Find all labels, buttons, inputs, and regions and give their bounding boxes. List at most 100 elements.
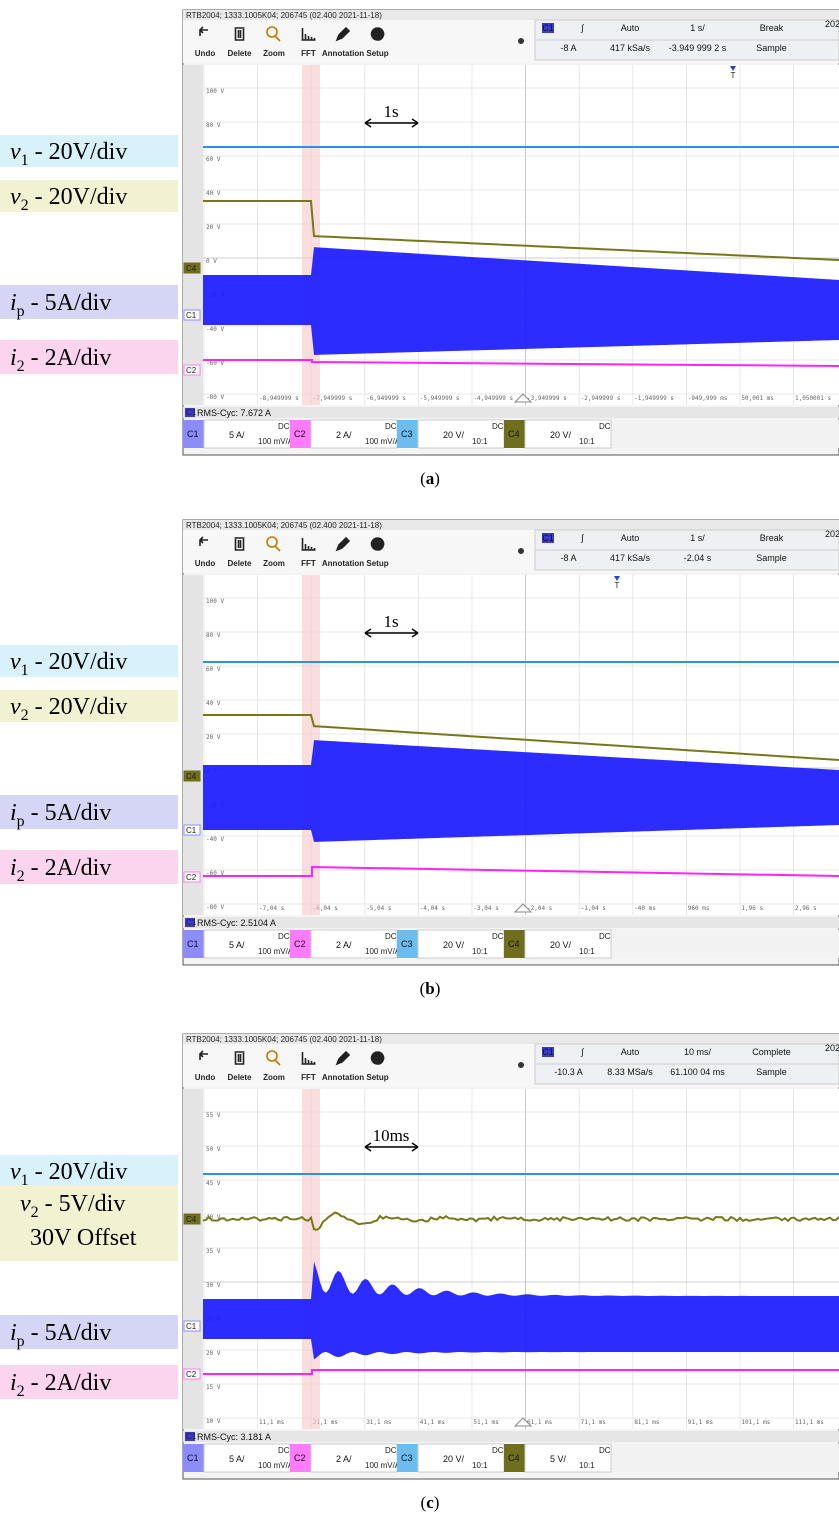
label-text: - 5A/div <box>25 800 112 826</box>
channel-name: C4 <box>508 939 520 949</box>
signal-label: i2 - 2A/div <box>10 1370 111 1400</box>
trigger-label: T <box>615 581 620 590</box>
toolbar-label: Setup <box>366 49 388 58</box>
label-text: - 2A/div <box>25 855 112 881</box>
status-cell: -10.3 A <box>554 1067 583 1077</box>
toolbar-label: FFT <box>301 1073 316 1082</box>
x-axis-label: 2,96 s <box>795 905 817 912</box>
channel-coupling: DC <box>278 932 290 941</box>
status-cell: 1 s/ <box>690 23 705 33</box>
channel-name: C2 <box>294 939 306 949</box>
status-cell: Sample <box>756 1067 787 1077</box>
status-cell: 202 <box>825 529 839 539</box>
status-cell: C1 <box>542 1047 554 1057</box>
caption: (b) <box>420 979 441 998</box>
channel-probe: 10:1 <box>579 437 595 446</box>
caption: (c) <box>421 1493 440 1512</box>
label-text: - 2A/div <box>25 1370 112 1396</box>
channel-probe: 10:1 <box>472 947 488 956</box>
y-axis-label: -40 V <box>206 326 224 333</box>
measurement-bar <box>183 917 839 928</box>
channel-name: C1 <box>187 429 199 439</box>
annotation-text: 10ms <box>373 1126 410 1145</box>
status-cell: -8 A <box>560 553 576 563</box>
x-axis-label: 960 ms <box>688 905 710 912</box>
toolbar-icon <box>372 538 384 550</box>
x-axis-label: 41,1 ms <box>420 1419 446 1426</box>
label-text: - 5V/div <box>39 1191 126 1217</box>
label-text: - 20V/div <box>29 139 128 165</box>
x-axis-label: -6,949999 s <box>366 395 406 402</box>
toolbar-label: Zoom <box>263 559 285 568</box>
symbol: v <box>10 649 21 675</box>
y-axis-label: 15 V <box>206 1384 221 1391</box>
status-cell: Sample <box>756 43 787 53</box>
toolbar-label: Annotation <box>322 559 364 568</box>
subscript: 2 <box>17 358 25 375</box>
status-cell: Break <box>760 23 784 33</box>
channel-coupling: DC <box>385 1446 397 1455</box>
x-axis-label: 51,1 ms <box>473 1419 499 1426</box>
channel-marker-label: C1 <box>186 826 197 835</box>
channel-marker-label: C1 <box>186 1322 197 1331</box>
channel-scale: 2 A/ <box>336 430 352 440</box>
channel-name: C4 <box>508 1453 520 1463</box>
status-cell: -8 A <box>560 43 576 53</box>
measurement-bar <box>183 407 839 418</box>
x-axis-label: 61,1 ms <box>527 1419 553 1426</box>
x-axis-label: -7,04 s <box>259 905 285 912</box>
y-axis-label: 20 V <box>206 734 221 741</box>
channel-probe: 100 mV/A <box>258 437 294 446</box>
x-axis-label: 91,1 ms <box>688 1419 714 1426</box>
x-axis-label: -2,949999 s <box>581 395 621 402</box>
channel-coupling: DC <box>278 1446 290 1455</box>
channel-probe: 10:1 <box>472 437 488 446</box>
symbol: i <box>10 1370 17 1396</box>
header-text: RTB2004; 1333.1005K04; 206745 (02.400 20… <box>186 1035 382 1044</box>
status-cell: 202 <box>825 1043 839 1053</box>
x-axis-label: -4,04 s <box>420 905 446 912</box>
channel-name: C1 <box>187 939 199 949</box>
measurement-text: RMS-Cyc: 7.672 A <box>197 408 271 418</box>
channel-name: C3 <box>401 429 413 439</box>
y-axis-label: 40 V <box>206 190 221 197</box>
channel-scale: 5 V/ <box>550 1454 567 1464</box>
plot-area <box>203 1089 839 1429</box>
channel-scale: 20 V/ <box>550 940 572 950</box>
x-axis-label: -1,949999 s <box>634 395 674 402</box>
x-axis-label: 71,1 ms <box>581 1419 607 1426</box>
y-axis-label: 20 V <box>206 1350 221 1357</box>
symbol: i <box>10 800 17 826</box>
signal-label: i2 - 2A/div <box>10 855 111 885</box>
status-cell: Sample <box>756 553 787 563</box>
annotation-text: 1s <box>383 612 398 631</box>
y-axis-label: -60 V <box>206 360 224 367</box>
toolbar-label: Zoom <box>263 49 285 58</box>
panel: v1 - 20V/divv2 - 20V/divip - 5A/divi2 - … <box>0 10 839 488</box>
label-text: - 20V/div <box>29 1159 128 1185</box>
symbol: v <box>10 184 21 210</box>
annotation-text: 1s <box>383 102 398 121</box>
x-axis-label: -949,999 ms <box>688 395 728 402</box>
x-axis-label: 101,1 ms <box>741 1419 770 1426</box>
channel-marker-label: C4 <box>186 1215 197 1224</box>
toolbar-label: Delete <box>227 559 252 568</box>
signal-label: ip - 5A/div <box>10 1320 111 1350</box>
settings-dot <box>518 548 524 554</box>
status-cell: C1 <box>542 23 554 33</box>
channel-scale: 20 V/ <box>443 430 465 440</box>
status-cell: Break <box>760 533 784 543</box>
trigger-label: T <box>731 71 736 80</box>
measurement-channel-label: C1 <box>186 408 197 417</box>
channel-coupling: DC <box>599 422 611 431</box>
channel-probe: 100 mV/A <box>365 1461 401 1470</box>
symbol: v <box>10 139 21 165</box>
y-axis-label: -80 V <box>206 904 224 911</box>
figure: v1 - 20V/divv2 - 20V/divip - 5A/divi2 - … <box>0 0 839 1519</box>
label-text: - 5A/div <box>25 290 112 316</box>
subscript: p <box>17 303 25 320</box>
channel-scale: 5 A/ <box>229 430 245 440</box>
settings-dot <box>518 1062 524 1068</box>
toolbar-label: Undo <box>195 49 216 58</box>
channel-scale: 20 V/ <box>443 940 465 950</box>
